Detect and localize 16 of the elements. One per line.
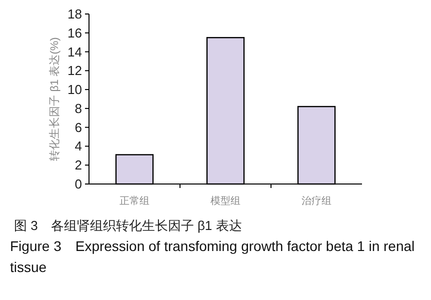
- y-tick-label: 18: [68, 6, 82, 22]
- y-tick-label: 16: [68, 25, 82, 40]
- y-tick-label: 0: [74, 176, 82, 192]
- text: 图 3 各组肾组织转化生长因子 β1 表达: [14, 218, 242, 233]
- y-tick-label: 8: [74, 100, 82, 116]
- y-tick-label: 2: [74, 158, 82, 173]
- text: Figure 3 Expression of transfoming growth factor beta 1 in renal tissue: [10, 237, 416, 277]
- y-tick-label: 4: [74, 138, 82, 154]
- y-axis-title: 转化生长因子 β1 表达(%): [48, 37, 61, 161]
- y-tick-label: 10: [68, 82, 82, 98]
- x-tick-label: 模型组: [210, 195, 240, 207]
- y-tick-label: 12: [68, 63, 82, 78]
- x-tick-label: 正常组: [120, 195, 150, 207]
- y-tick-label: 6: [74, 120, 82, 135]
- x-tick-label: 治疗组: [302, 195, 332, 207]
- y-tick-label: 14: [68, 44, 82, 60]
